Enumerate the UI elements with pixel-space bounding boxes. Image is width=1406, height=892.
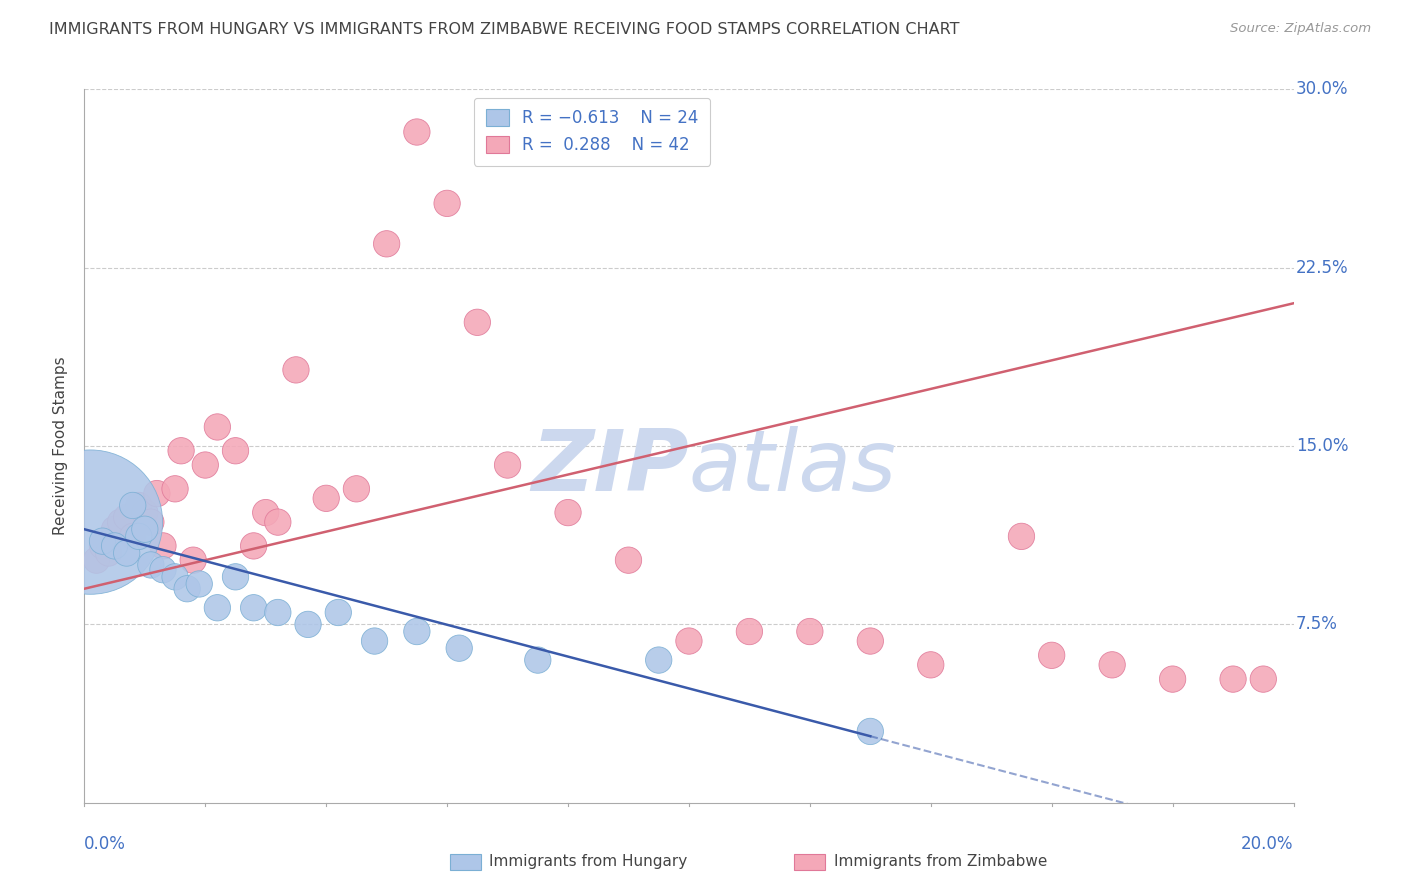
Point: [163, 570, 186, 584]
Point: [91, 534, 114, 549]
Point: [176, 582, 198, 596]
Point: [146, 486, 169, 500]
Point: [1101, 657, 1123, 672]
Point: [170, 443, 193, 458]
Point: [1040, 648, 1063, 663]
Point: [436, 196, 458, 211]
Point: [152, 563, 174, 577]
Text: Immigrants from Hungary: Immigrants from Hungary: [489, 855, 688, 869]
Point: [181, 553, 204, 567]
Point: [284, 363, 308, 377]
Point: [617, 553, 640, 567]
Point: [1222, 672, 1244, 686]
Point: [194, 458, 217, 472]
Point: [86, 553, 108, 567]
Point: [267, 606, 290, 620]
Point: [139, 515, 162, 529]
Point: [121, 529, 143, 543]
Point: [134, 506, 156, 520]
Point: [920, 657, 942, 672]
Point: [121, 499, 143, 513]
Point: [467, 315, 489, 329]
Text: ZIP: ZIP: [531, 425, 689, 509]
Point: [91, 539, 114, 553]
Text: IMMIGRANTS FROM HUNGARY VS IMMIGRANTS FROM ZIMBABWE RECEIVING FOOD STAMPS CORREL: IMMIGRANTS FROM HUNGARY VS IMMIGRANTS FR…: [49, 22, 960, 37]
Point: [449, 641, 471, 656]
Point: [406, 624, 429, 639]
Text: 22.5%: 22.5%: [1296, 259, 1348, 277]
Text: Immigrants from Zimbabwe: Immigrants from Zimbabwe: [834, 855, 1047, 869]
Point: [363, 634, 385, 648]
Point: [557, 506, 579, 520]
Point: [678, 634, 700, 648]
Point: [128, 499, 150, 513]
Point: [104, 522, 127, 536]
Point: [188, 577, 211, 591]
Y-axis label: Receiving Food Stamps: Receiving Food Stamps: [53, 357, 69, 535]
Point: [225, 443, 247, 458]
Text: atlas: atlas: [689, 425, 897, 509]
Text: 7.5%: 7.5%: [1296, 615, 1339, 633]
Point: [207, 420, 229, 434]
Point: [738, 624, 761, 639]
Point: [110, 515, 132, 529]
Point: [104, 539, 127, 553]
Point: [315, 491, 337, 506]
Point: [152, 539, 174, 553]
Point: [328, 606, 350, 620]
Point: [1251, 672, 1274, 686]
Point: [134, 522, 156, 536]
Point: [1161, 672, 1184, 686]
Point: [242, 539, 264, 553]
Point: [297, 617, 319, 632]
Point: [242, 600, 264, 615]
Legend: R = −0.613    N = 24, R =  0.288    N = 42: R = −0.613 N = 24, R = 0.288 N = 42: [474, 97, 710, 166]
Text: 0.0%: 0.0%: [84, 835, 127, 853]
Point: [496, 458, 519, 472]
Text: Source: ZipAtlas.com: Source: ZipAtlas.com: [1230, 22, 1371, 36]
Point: [406, 125, 429, 139]
Point: [647, 653, 671, 667]
Point: [1010, 529, 1032, 543]
Point: [139, 558, 162, 572]
Point: [254, 506, 277, 520]
Point: [97, 546, 120, 560]
Point: [115, 546, 138, 560]
Point: [375, 236, 398, 251]
Point: [225, 570, 247, 584]
Point: [799, 624, 821, 639]
Point: [859, 724, 882, 739]
Point: [115, 510, 138, 524]
Point: [526, 653, 548, 667]
Point: [207, 600, 229, 615]
Text: 15.0%: 15.0%: [1296, 437, 1348, 455]
Point: [163, 482, 186, 496]
Text: 20.0%: 20.0%: [1241, 835, 1294, 853]
Point: [859, 634, 882, 648]
Point: [346, 482, 368, 496]
Point: [128, 529, 150, 543]
Point: [79, 515, 101, 529]
Point: [267, 515, 290, 529]
Text: 30.0%: 30.0%: [1296, 80, 1348, 98]
